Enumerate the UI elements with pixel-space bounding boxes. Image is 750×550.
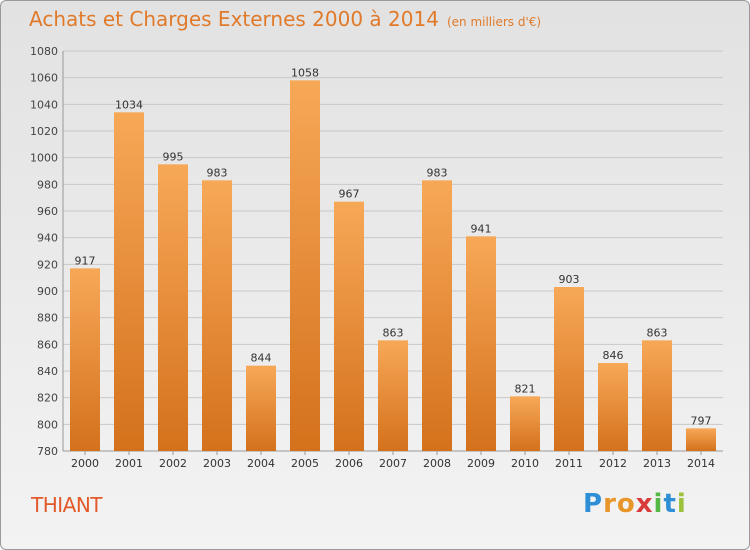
y-tick-label: 1060 xyxy=(30,72,58,85)
bar-value-label: 797 xyxy=(691,414,712,427)
bar-value-label: 1034 xyxy=(115,98,143,111)
proxiti-logo[interactable]: Proxiti xyxy=(583,489,687,519)
chart-title: Achats et Charges Externes 2000 à 2014 (e… xyxy=(29,7,541,31)
bar-2014 xyxy=(686,428,716,451)
bar-2006 xyxy=(334,201,364,451)
bar-2001 xyxy=(114,112,144,451)
bar-value-label: 1058 xyxy=(291,66,319,79)
chart-unit: (en milliers d'€) xyxy=(446,15,542,29)
bar-2009 xyxy=(466,236,496,451)
y-tick-label: 860 xyxy=(37,338,58,351)
x-tick-label: 2000 xyxy=(71,457,99,470)
data-labels: 917 1034 995 983 844 1058 967 863 983 941 821 903 84… xyxy=(75,66,712,427)
logo-letter: x xyxy=(635,489,654,519)
y-tick-label: 920 xyxy=(37,258,58,271)
x-tick-label: 2005 xyxy=(291,457,319,470)
y-tick-label: 1020 xyxy=(30,125,58,138)
bar-2010 xyxy=(510,396,540,451)
bar-2000 xyxy=(70,268,100,451)
y-tick-label: 1040 xyxy=(30,98,58,111)
y-tick-label: 980 xyxy=(37,178,58,191)
axes: 780 800 820 840 860 880 900 920 940 960 980 1000 102… xyxy=(30,45,723,470)
logo-letter: i xyxy=(653,489,664,519)
bar-2013 xyxy=(642,340,672,451)
y-tick-label: 780 xyxy=(37,445,58,458)
bar-2012 xyxy=(598,363,628,451)
x-tick-label: 2006 xyxy=(335,457,363,470)
x-tick-label: 2008 xyxy=(423,457,451,470)
x-tick-label: 2007 xyxy=(379,457,407,470)
bar-value-label: 863 xyxy=(383,326,404,339)
bar-value-label: 863 xyxy=(647,326,668,339)
x-tick-label: 2011 xyxy=(555,457,583,470)
bar-2007 xyxy=(378,340,408,451)
y-tick-label: 1000 xyxy=(30,152,58,165)
y-tick-label: 960 xyxy=(37,205,58,218)
logo-letter: r xyxy=(603,489,617,519)
logo-letter: t xyxy=(663,489,677,519)
logo-letter: o xyxy=(616,489,636,519)
bar-value-label: 903 xyxy=(559,273,580,286)
y-tick-label: 800 xyxy=(37,418,58,431)
bar-value-label: 967 xyxy=(339,188,360,201)
x-tick-label: 2012 xyxy=(599,457,627,470)
x-tick-label: 2002 xyxy=(159,457,187,470)
bar-value-label: 844 xyxy=(251,352,272,365)
x-tick-label: 2014 xyxy=(687,457,715,470)
bar-value-label: 983 xyxy=(427,166,448,179)
x-tick-label: 2010 xyxy=(511,457,539,470)
y-tick-label: 900 xyxy=(37,285,58,298)
bar-2011 xyxy=(554,287,584,451)
place-name: THIANT xyxy=(31,493,103,517)
x-tick-label: 2001 xyxy=(115,457,143,470)
bar-2008 xyxy=(422,180,452,452)
y-tick-label: 840 xyxy=(37,365,58,378)
bar-2005 xyxy=(290,80,320,451)
chart-title-text: Achats et Charges Externes 2000 à 2014 xyxy=(29,7,439,31)
bar-2004 xyxy=(246,365,276,451)
y-tick-label: 1080 xyxy=(30,45,58,58)
y-tick-label: 820 xyxy=(37,392,58,405)
bar-value-label: 846 xyxy=(603,349,624,362)
bars xyxy=(70,80,716,452)
bar-value-label: 983 xyxy=(207,166,228,179)
bar-value-label: 917 xyxy=(75,254,96,267)
bar-value-label: 941 xyxy=(471,222,492,235)
logo-letter: i xyxy=(676,489,687,519)
x-tick-label: 2004 xyxy=(247,457,275,470)
x-tick-label: 2003 xyxy=(203,457,231,470)
x-tick-label: 2009 xyxy=(467,457,495,470)
bar-2002 xyxy=(158,164,188,452)
y-tick-label: 880 xyxy=(37,312,58,325)
bar-value-label: 821 xyxy=(515,382,536,395)
x-tick-label: 2013 xyxy=(643,457,671,470)
bar-2003 xyxy=(202,180,232,452)
bar-value-label: 995 xyxy=(163,150,184,163)
y-tick-label: 940 xyxy=(37,232,58,245)
logo-letter: P xyxy=(583,489,604,519)
